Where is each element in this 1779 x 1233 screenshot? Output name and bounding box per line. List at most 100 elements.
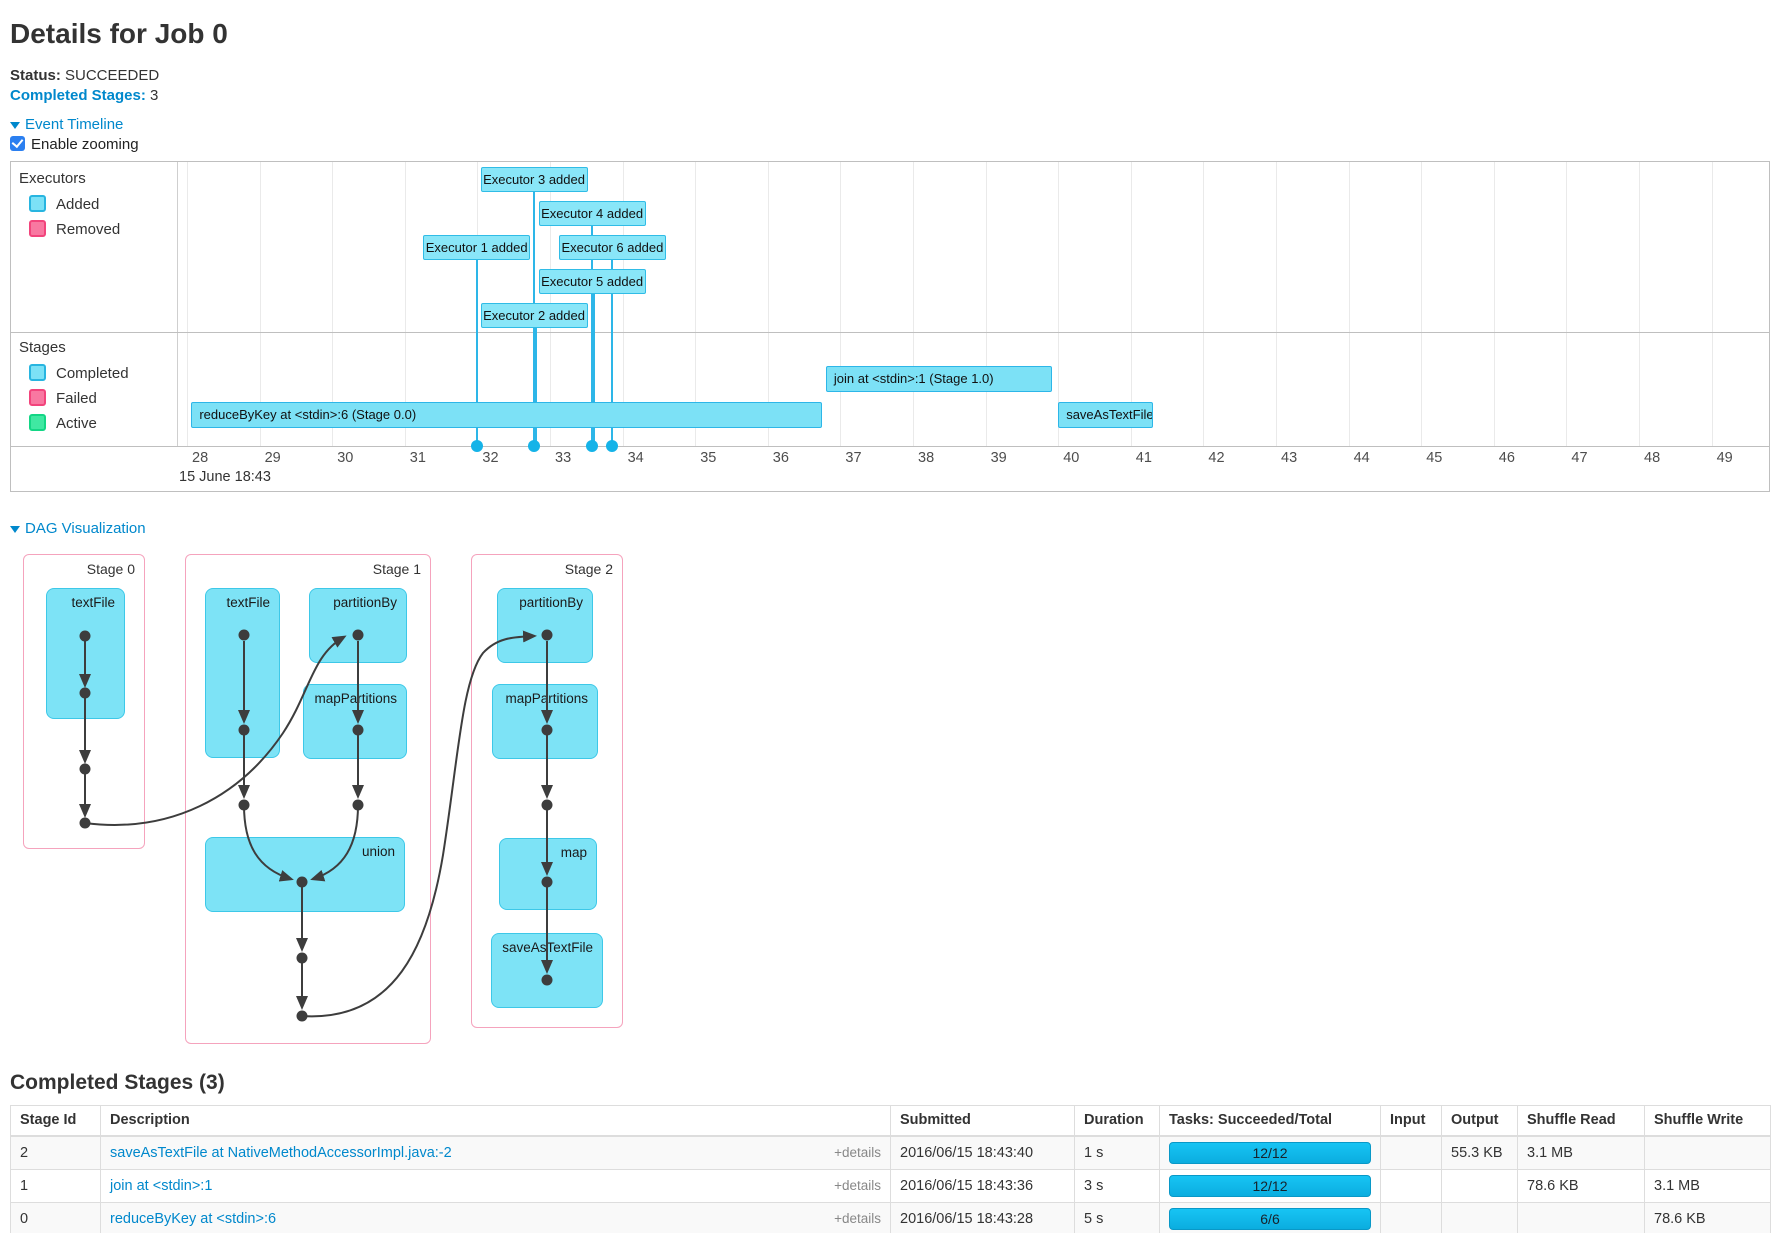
executor-event-dot (470, 440, 483, 452)
dag-op-textfile-stage0[interactable]: textFile (46, 588, 125, 719)
axis-tick-label: 38 (918, 450, 935, 466)
axis-tick-label: 29 (264, 450, 281, 466)
table-column-header: Submitted (890, 1105, 1075, 1137)
table-column-header: Description (100, 1105, 891, 1137)
details-toggle[interactable]: +details (834, 1177, 881, 1193)
axis-tick-label: 46 (1498, 450, 1515, 466)
timeline-gridline (187, 162, 188, 446)
axis-tick-label: 39 (990, 450, 1007, 466)
stage-shuffle_write-cell: 78.6 KB (1644, 1201, 1771, 1233)
stage-duration-cell: 3 s (1074, 1168, 1160, 1203)
dag-op-partitionby-stage2[interactable]: partitionBy (497, 588, 593, 663)
axis-tick-label: 30 (337, 450, 354, 466)
stage-description-link[interactable]: reduceByKey at <stdin>:6 (110, 1210, 277, 1227)
completed-stages-label: Completed Stages: (10, 87, 146, 104)
executor-event-flag[interactable]: Executor 1 added (423, 235, 531, 260)
timeline-gridline (985, 162, 987, 446)
timeline-gridline (695, 162, 697, 446)
completed-stages-heading: Completed Stages (3) (10, 1071, 225, 1094)
stage-duration-cell: 5 s (1074, 1201, 1160, 1233)
executors-group-label: Executors (19, 170, 86, 187)
collapse-triangle-icon (10, 525, 20, 533)
table-column-header: Duration (1074, 1105, 1160, 1137)
timeline-gridline (1348, 162, 1350, 446)
stage-submitted-cell: 2016/06/15 18:43:28 (890, 1201, 1075, 1233)
status-value: SUCCEEDED (65, 67, 160, 84)
timeline-lane-divider (11, 332, 1769, 333)
dag-op-partitionby-stage1[interactable]: partitionBy (309, 588, 407, 663)
event-timeline-chart[interactable]: Executors Added Removed Stages Completed… (10, 161, 1770, 492)
timeline-gridline (1276, 162, 1277, 446)
stage-table-row: 0 +details reduceByKey at <stdin>:6 2016/06… (10, 1201, 1771, 1233)
stage-description-link[interactable]: saveAsTextFile at NativeMethodAccessorIm… (110, 1144, 452, 1161)
axis-tick-label: 28 (192, 450, 209, 466)
stage-description-cell: +details reduceByKey at <stdin>:6 (100, 1201, 891, 1233)
axis-tick-label: 48 (1644, 450, 1661, 466)
timeline-gridline (404, 162, 406, 446)
stage-input-cell (1380, 1135, 1442, 1170)
stage-timeline-bar[interactable]: saveAsTextFile (1058, 402, 1153, 428)
executor-event-flag[interactable]: Executor 3 added (480, 167, 588, 192)
completed-stages-table: Stage Id Description Submitted Duration Task… (10, 1105, 1771, 1233)
dag-op-union-stage1[interactable]: union (205, 837, 405, 912)
completed-stages-line: Completed Stages: 3 (10, 87, 158, 104)
timeline-label-divider (177, 162, 178, 446)
executor-event-flag[interactable]: Executor 2 added (480, 303, 588, 328)
stage-output-cell: 55.3 KB (1441, 1135, 1518, 1170)
enable-zooming-checkbox[interactable] (10, 136, 25, 151)
stage-timeline-bar[interactable]: join at <stdin>:1 (Stage 1.0) (825, 366, 1052, 392)
dag-op-mappartitions-stage1[interactable]: mapPartitions (303, 684, 407, 759)
stage-shuffle_write-cell: 3.1 MB (1644, 1168, 1771, 1203)
table-column-header: Shuffle Write (1644, 1105, 1771, 1137)
status-line: Status: SUCCEEDED (10, 67, 159, 84)
dag-visualization-toggle[interactable]: DAG Visualization (10, 520, 146, 537)
stage-output-cell (1441, 1201, 1518, 1233)
stage-table-row: 2 +details saveAsTextFile at NativeMethodA… (10, 1135, 1771, 1170)
added-swatch (29, 195, 46, 212)
failed-swatch (29, 389, 46, 406)
table-column-header: Shuffle Read (1517, 1105, 1645, 1137)
stage-stage_id-cell: 2 (10, 1135, 101, 1170)
tasks-progress-bar: 6/6 (1169, 1207, 1371, 1230)
timeline-gridline (913, 162, 914, 446)
dag-op-mappartitions-stage2[interactable]: mapPartitions (492, 684, 598, 759)
tasks-progress-cell: 12/12 (1159, 1168, 1381, 1203)
dag-op-map-stage2[interactable]: map (499, 838, 597, 910)
timeline-gridline (259, 162, 261, 446)
stage-output-cell (1441, 1168, 1518, 1203)
legend-added: Added (29, 195, 99, 213)
stage-submitted-cell: 2016/06/15 18:43:36 (890, 1168, 1075, 1203)
axis-tick-label: 40 (1063, 450, 1080, 466)
timeline-gridline (840, 162, 842, 446)
details-toggle[interactable]: +details (834, 1144, 881, 1160)
axis-tick-label: 32 (482, 450, 499, 466)
executor-event-flag[interactable]: Executor 4 added (538, 201, 646, 226)
timeline-gridline (1130, 162, 1132, 446)
axis-tick-label: 42 (1208, 450, 1225, 466)
details-toggle[interactable]: +details (834, 1210, 881, 1226)
stage-description-cell: +details saveAsTextFile at NativeMethodAc… (100, 1135, 891, 1170)
dag-op-saveastextfile-stage2[interactable]: saveAsTextFile (491, 933, 603, 1008)
executor-event-line (592, 294, 595, 446)
event-timeline-toggle[interactable]: Event Timeline (10, 116, 123, 133)
executor-event-flag[interactable]: Executor 6 added (558, 235, 666, 260)
dag-op-textfile-stage1[interactable]: textFile (205, 588, 280, 758)
dag-stage-0-label: Stage 0 (86, 561, 135, 577)
stage-description-link[interactable]: join at <stdin>:1 (110, 1177, 213, 1194)
legend-completed: Completed (29, 364, 129, 382)
legend-failed: Failed (29, 389, 97, 407)
executor-event-flag[interactable]: Executor 5 added (538, 269, 646, 294)
timeline-gridline (1711, 162, 1713, 446)
table-column-header: Input (1380, 1105, 1442, 1137)
completed-swatch (29, 364, 46, 381)
tasks-progress-cell: 6/6 (1159, 1201, 1381, 1233)
timeline-gridline (477, 162, 479, 446)
stage-timeline-bar[interactable]: reduceByKey at <stdin>:6 (Stage 0.0) (191, 402, 823, 428)
legend-active: Active (29, 414, 97, 432)
stage-stage_id-cell: 0 (10, 1201, 101, 1233)
timeline-gridline (1058, 162, 1060, 446)
axis-tick-label: 44 (1353, 450, 1370, 466)
removed-swatch (29, 220, 46, 237)
timeline-gridline (622, 162, 624, 446)
stage-table-row: 1 +details join at <stdin>:1 2016/06/15 18:… (10, 1168, 1771, 1203)
